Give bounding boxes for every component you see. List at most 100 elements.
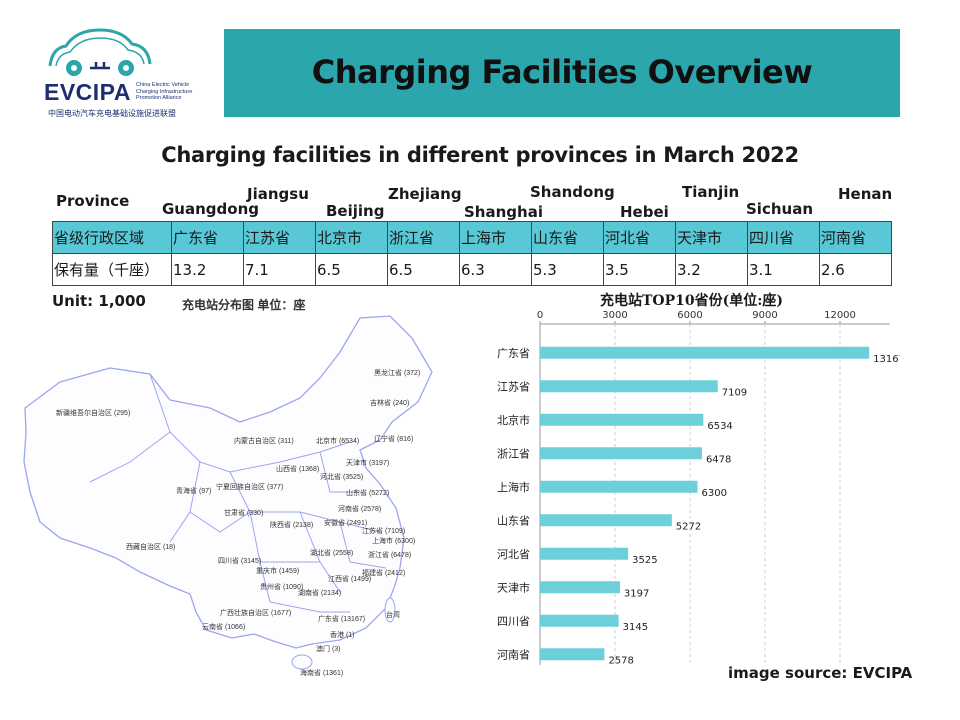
table-header-row: 省级行政区域 广东省 江苏省 北京市 浙江省 上海市 山东省 河北省 天津市 四… [52, 221, 892, 254]
bar [540, 581, 620, 594]
table-cell: 天津市 [675, 221, 748, 254]
en-name-beijing: Beijing [326, 202, 385, 220]
map-province-label: 甘肃省 (330) [224, 510, 264, 517]
table-cell: 保有量（千座） [52, 253, 172, 286]
map-province-label: 北京市 (6534) [316, 438, 360, 445]
map-province-label: 河南省 (2578) [338, 506, 382, 513]
data-label: 6534 [707, 421, 732, 432]
map-province-label: 宁夏回族自治区 (377) [216, 484, 284, 491]
chart-title: 充电站TOP10省份(单位:座) [600, 293, 784, 309]
map-province-label: 山西省 (1368) [276, 466, 320, 473]
en-name-shandong: Shandong [530, 183, 615, 201]
bar [540, 447, 702, 460]
bar-chart: 0 3000 6000 9000 12000 广东省 13167 江苏省 7109 北京市 6534… [480, 310, 905, 670]
china-outline-icon [23, 315, 433, 670]
en-name-sichuan: Sichuan [746, 200, 813, 218]
map-province-label: 四川省 (3145) [218, 558, 262, 565]
category-label: 江苏省 [497, 380, 530, 393]
data-label: 5272 [676, 521, 701, 532]
map-province-label: 江西省 (1499) [328, 576, 372, 583]
logo-chinese-text: 中国电动汽车充电基础设施促进联盟 [48, 109, 176, 118]
province-label: Province [56, 192, 130, 210]
category-label: 北京市 [497, 413, 530, 427]
table-cell: 广东省 [171, 221, 244, 254]
category-label: 河北省 [497, 548, 530, 561]
map-province-label: 天津市 (3197) [346, 460, 390, 467]
map-province-label: 西藏自治区 (18) [126, 544, 176, 551]
map-province-label: 福建省 (2412) [362, 570, 406, 577]
map-province-label: 江苏省 (7109) [362, 528, 406, 535]
logo-line-3: Promotion Alliance [136, 95, 182, 101]
category-label: 四川省 [497, 615, 530, 628]
bar [540, 547, 629, 560]
en-name-henan: Henan [838, 185, 893, 203]
bar [540, 514, 672, 527]
section-subtitle: Charging facilities in different provinc… [161, 143, 799, 167]
table-cell: 3.5 [603, 253, 676, 286]
title-banner: Charging Facilities Overview [224, 29, 900, 117]
logo-line-2: Charging Infrastructure [136, 88, 193, 95]
data-label: 3525 [632, 555, 657, 566]
data-label: 7109 [722, 387, 747, 398]
table-cell: 北京市 [315, 221, 388, 254]
table-cell: 浙江省 [387, 221, 460, 254]
data-label: 3197 [624, 588, 649, 599]
logo-english-text: China Electric Vehicle Charging Infrastr… [136, 82, 206, 102]
category-label: 上海市 [497, 480, 530, 494]
category-label: 河南省 [497, 648, 530, 661]
map-province-label: 云南省 (1066) [202, 624, 246, 631]
table-cell: 7.1 [243, 253, 316, 286]
category-label: 山东省 [497, 514, 530, 527]
x-tick-label: 0 [537, 310, 543, 321]
data-label: 3145 [623, 622, 648, 633]
map-province-label: 广西壮族自治区 (1677) [220, 610, 292, 617]
table-cell: 四川省 [747, 221, 820, 254]
en-name-jiangsu: Jiangsu [247, 185, 309, 203]
map-province-label: 湖北省 (2558) [310, 550, 354, 557]
map-province-label: 广东省 (13167) [318, 616, 366, 623]
x-tick-label: 3000 [602, 310, 627, 321]
table-cell: 6.5 [315, 253, 388, 286]
map-province-label: 黑龙江省 (372) [374, 370, 421, 377]
bar [540, 380, 718, 393]
table-cell: 6.3 [459, 253, 532, 286]
table-cell: 河南省 [819, 221, 892, 254]
table-cell: 山东省 [531, 221, 604, 254]
en-name-guangdong: Guangdong [162, 200, 259, 218]
x-tick-label: 12000 [824, 310, 856, 321]
table-cell: 3.1 [747, 253, 820, 286]
logo-line-1: China Electric Vehicle [136, 82, 190, 88]
category-label: 浙江省 [497, 447, 530, 460]
bar [540, 648, 605, 661]
table-cell: 河北省 [603, 221, 676, 254]
data-label: 13167 [873, 354, 900, 365]
table-cell: 2.6 [819, 253, 892, 286]
map-province-label: 贵州省 (1090) [260, 584, 304, 591]
map-province-label: 浙江省 (6478) [368, 552, 412, 559]
table-cell: 江苏省 [243, 221, 316, 254]
table-cell: 3.2 [675, 253, 748, 286]
map-province-label: 辽宁省 (816) [374, 436, 414, 443]
category-label: 天津市 [497, 580, 530, 594]
en-name-zhejiang: Zhejiang [388, 185, 462, 203]
category-label: 广东省 [497, 347, 530, 360]
table-cell: 6.5 [387, 253, 460, 286]
x-tick-label: 6000 [677, 310, 702, 321]
page-title: Charging Facilities Overview [311, 53, 813, 91]
map-province-label: 海南省 (1361) [300, 670, 344, 677]
map-province-label: 香港 (1) [330, 632, 355, 639]
map-province-label: 青海省 (97) [176, 488, 212, 495]
logo-wordmark: EVCIPA [44, 79, 131, 105]
bar-chart-svg: 0 3000 6000 9000 12000 广东省 13167 江苏省 7109 北京市 6534… [497, 310, 905, 666]
en-name-hebei: Hebei [620, 203, 669, 221]
map-province-label: 上海市 (6300) [372, 538, 416, 545]
table-cell: 5.3 [531, 253, 604, 286]
map-province-label: 河北省 (3525) [320, 474, 364, 481]
unit-label: Unit: 1,000 [52, 292, 146, 310]
map-title: 充电站分布图 单位：座 [182, 298, 306, 312]
car-plug-logo-icon [48, 28, 152, 76]
map-province-label: 安徽省 (2491) [324, 520, 368, 527]
data-label: 6300 [702, 488, 727, 499]
map-province-label: 澳门 (3) [316, 646, 341, 653]
x-tick-label: 9000 [752, 310, 777, 321]
